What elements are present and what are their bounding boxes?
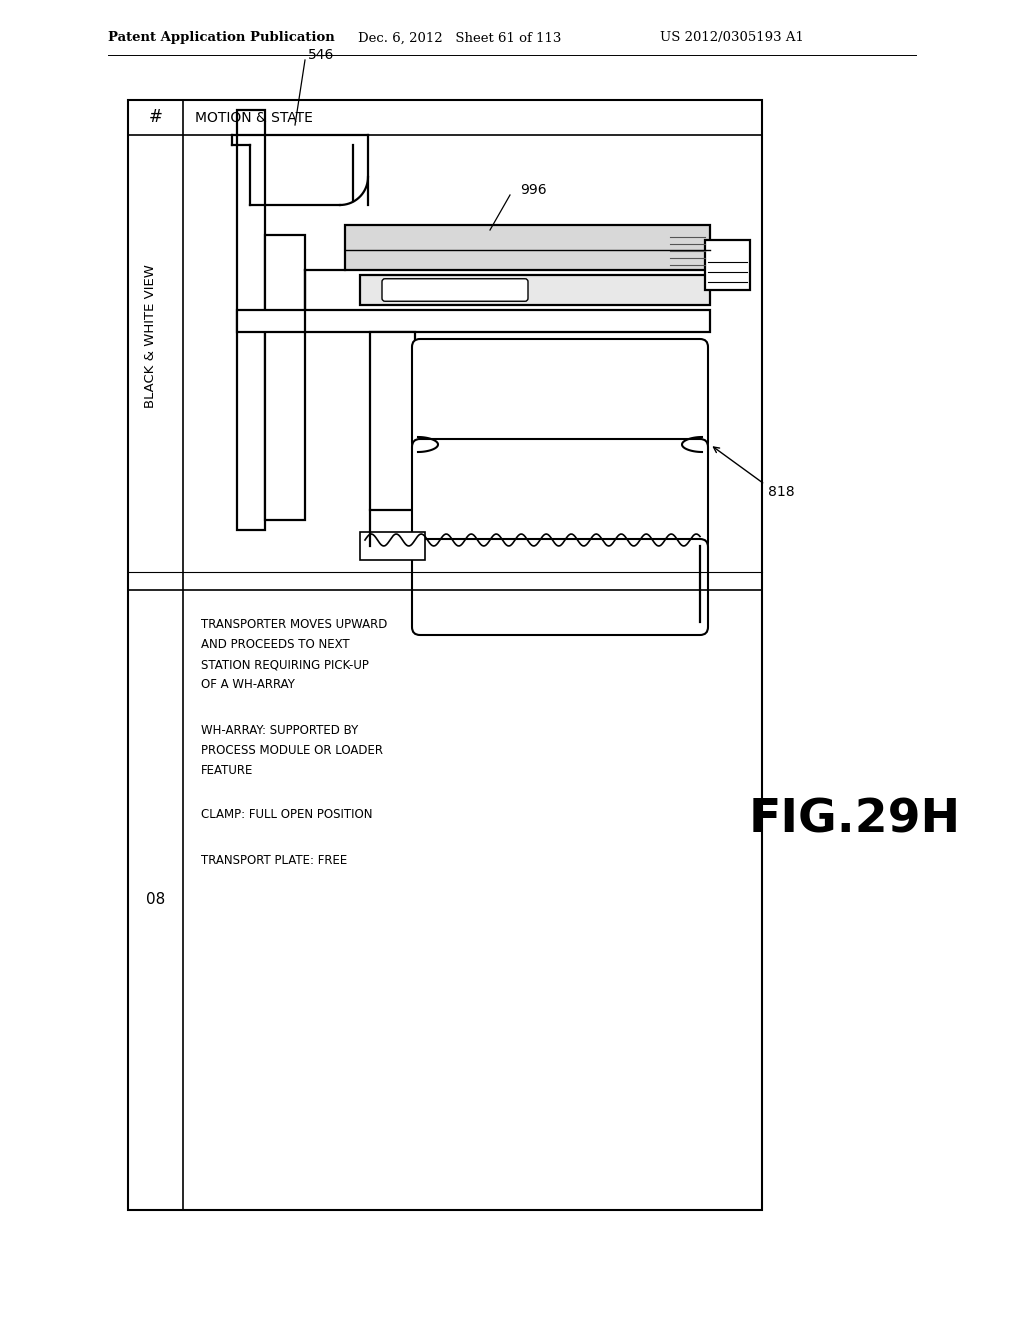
Bar: [237, 110, 265, 531]
Bar: [345, 224, 710, 271]
Bar: [360, 532, 425, 560]
Bar: [360, 275, 710, 305]
Bar: [370, 333, 415, 510]
Text: TRANSPORT PLATE: FREE: TRANSPORT PLATE: FREE: [201, 854, 347, 866]
Text: US 2012/0305193 A1: US 2012/0305193 A1: [660, 32, 804, 45]
FancyBboxPatch shape: [412, 440, 708, 550]
Bar: [705, 240, 750, 290]
Text: AND PROCEEDS TO NEXT: AND PROCEEDS TO NEXT: [201, 639, 349, 652]
Bar: [265, 235, 305, 520]
Text: CLAMP: FULL OPEN POSITION: CLAMP: FULL OPEN POSITION: [201, 808, 373, 821]
Text: TRANSPORTER MOVES UPWARD: TRANSPORTER MOVES UPWARD: [201, 619, 387, 631]
Text: 546: 546: [308, 48, 335, 62]
Text: BLACK & WHITE VIEW: BLACK & WHITE VIEW: [143, 264, 157, 408]
Text: OF A WH-ARRAY: OF A WH-ARRAY: [201, 678, 295, 692]
Text: 818: 818: [768, 486, 795, 499]
Text: #: #: [148, 108, 163, 127]
Text: FEATURE: FEATURE: [201, 763, 253, 776]
FancyBboxPatch shape: [382, 279, 528, 301]
Text: PROCESS MODULE OR LOADER: PROCESS MODULE OR LOADER: [201, 743, 383, 756]
FancyBboxPatch shape: [412, 539, 708, 635]
Text: 996: 996: [520, 183, 547, 197]
Text: Patent Application Publication: Patent Application Publication: [108, 32, 335, 45]
Bar: [128, 100, 762, 1210]
Text: MOTION & STATE: MOTION & STATE: [195, 111, 313, 124]
Text: FIG.29H: FIG.29H: [749, 797, 962, 842]
Text: STATION REQUIRING PICK-UP: STATION REQUIRING PICK-UP: [201, 659, 369, 672]
Text: 08: 08: [145, 892, 165, 908]
Text: Dec. 6, 2012   Sheet 61 of 113: Dec. 6, 2012 Sheet 61 of 113: [358, 32, 561, 45]
FancyBboxPatch shape: [412, 339, 708, 450]
Bar: [237, 310, 710, 333]
Text: WH-ARRAY: SUPPORTED BY: WH-ARRAY: SUPPORTED BY: [201, 723, 358, 737]
